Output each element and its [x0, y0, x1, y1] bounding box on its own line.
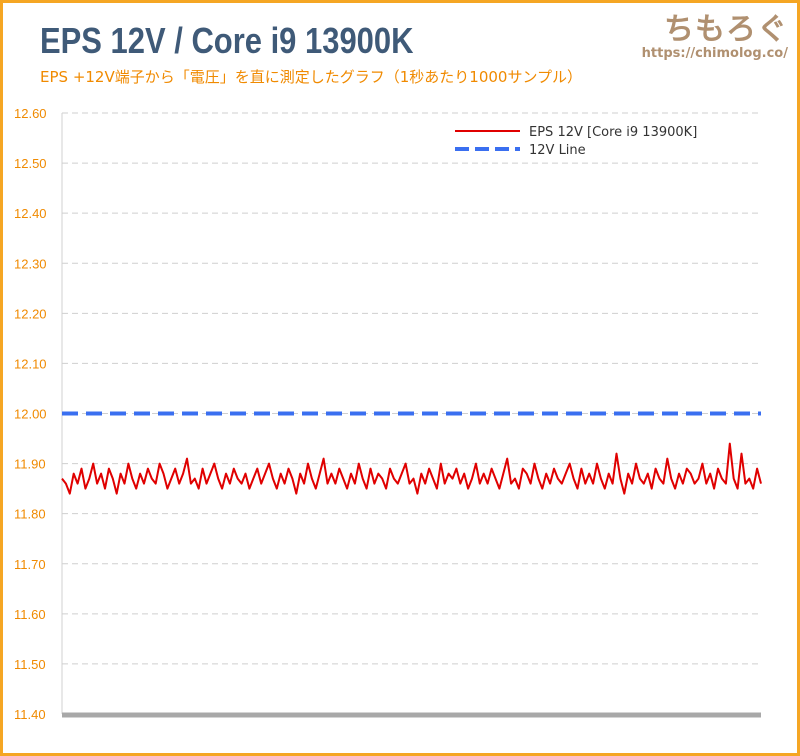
y-tick-label: 12.20	[14, 306, 47, 321]
legend-label-12v-line: 12V Line	[529, 143, 586, 158]
brand: ちもろぐ https://chimolog.co/	[642, 4, 788, 61]
y-tick-label: 11.70	[14, 557, 46, 572]
y-tick-label: 12.40	[14, 206, 47, 221]
y-tick-label: 12.50	[14, 156, 47, 171]
y-tick-label: 11.50	[14, 657, 46, 672]
series-layer	[61, 411, 762, 495]
series-line-eps12v	[61, 442, 762, 495]
y-tick-label: 11.60	[14, 607, 46, 622]
y-tick-label: 12.30	[14, 256, 47, 271]
gridlines	[62, 112, 761, 665]
y-axis-ticks: 12.60 12.50 12.40 12.30 12.20 12.10 12.00 11.90…	[14, 106, 47, 722]
chart-subtitle: EPS +12V端子から「電圧」を直に測定したグラフ（1秒あたり1000サンプル…	[40, 68, 582, 86]
y-tick-label: 12.60	[14, 106, 47, 121]
legend-label-eps12v: EPS 12V [Core i9 13900K]	[529, 125, 697, 140]
y-tick-label: 12.10	[14, 356, 47, 371]
brand-logo: ちもろぐ	[664, 12, 788, 47]
legend: EPS 12V [Core i9 13900K] 12V Line	[455, 125, 697, 158]
y-tick-label: 12.00	[14, 407, 47, 422]
y-tick-label: 11.40	[14, 707, 46, 722]
brand-url: https://chimolog.co/	[641, 46, 788, 61]
y-tick-label: 11.90	[14, 457, 46, 472]
chart-title: EPS 12V / Core i9 13900K	[40, 20, 414, 61]
y-tick-label: 11.80	[14, 507, 46, 522]
